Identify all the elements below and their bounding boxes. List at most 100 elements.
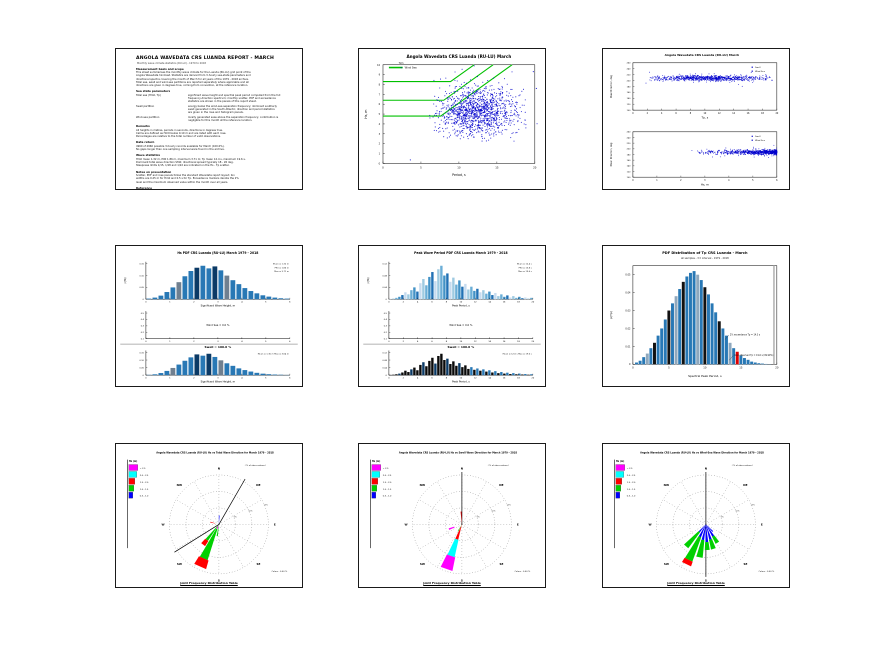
scatter-point: [746, 152, 748, 154]
scatter-point: [728, 76, 730, 78]
scatter-point: [475, 128, 477, 130]
x-axis-label: Significant Wave Height, m: [201, 379, 236, 383]
histogram-bar: [497, 296, 500, 300]
scatter-point: [739, 151, 741, 153]
scatter-point: [483, 137, 486, 139]
scatter-point: [733, 149, 735, 151]
scatter-point: [454, 92, 456, 94]
scatter-point: [508, 122, 510, 124]
scatter-point: [504, 117, 506, 119]
x-tick-label: 3: [217, 341, 219, 343]
scatter-point: [478, 127, 480, 129]
scatter-point: [765, 149, 767, 151]
scatter-point: [485, 104, 487, 106]
panel-total-wave-rose[interactable]: Angola Wavedata CRS Luanda (RU-LU) Hs vs…: [115, 443, 303, 588]
scatter-point: [458, 106, 461, 108]
scatter-point: [771, 151, 773, 153]
scatter-point: [705, 152, 707, 154]
panel-direction-strips[interactable]: Angola Wavedata CRS Luanda (RU-LU) March…: [602, 48, 790, 190]
scatter-point: [490, 121, 492, 123]
scatter-point: [505, 115, 508, 118]
scatter-point: [742, 149, 744, 151]
chart-title: Hs PDF CRS Luanda (RU-LU) March 1979 - 2…: [177, 251, 258, 255]
histogram-bar: [428, 276, 431, 300]
scatter-point: [477, 116, 479, 118]
panel-tp-pdf[interactable]: Peak Wave Period PDF CRS Luanda March 19…: [358, 245, 546, 387]
scatter-point: [482, 119, 484, 121]
scatter-point: [482, 137, 484, 140]
scatter-point: [492, 122, 494, 124]
ring-percent-label: 10%: [248, 511, 252, 513]
scatter-point: [762, 154, 764, 156]
scatter-point: [714, 77, 716, 79]
scatter-point: [479, 112, 481, 114]
scatter-point: [733, 152, 735, 153]
scatter-point: [485, 115, 487, 117]
scatter-point: [477, 100, 480, 102]
y-tick-label: 0.05: [140, 367, 145, 369]
scatter-point: [721, 151, 723, 153]
panel-hs-tp-scatter[interactable]: Angola Wavedata CRS Luanda (RU-LU) March…: [358, 48, 546, 190]
scatter-point: [505, 117, 507, 120]
scatter-point: [736, 152, 738, 153]
scatter-point: [439, 100, 441, 102]
scatter-point: [752, 78, 754, 80]
scatter-point: [492, 97, 494, 100]
y-tick-label: 0.1: [384, 338, 388, 340]
scatter-point: [434, 122, 436, 124]
report-line: directions are given in degrees true, co…: [136, 84, 249, 88]
legend-swatch: [371, 492, 376, 499]
compass-label: W: [404, 522, 407, 526]
scatter-point: [469, 101, 471, 103]
scatter-point: [713, 73, 715, 75]
scatter-point: [737, 152, 739, 153]
rose-spoke: [705, 481, 731, 525]
scatter-point: [444, 95, 446, 97]
scatter-point: [486, 130, 489, 132]
report-section-heading: Notes on presentation: [136, 169, 172, 174]
scatter-point: [495, 100, 497, 102]
scatter-point: [502, 92, 504, 94]
scatter-point: [747, 78, 749, 79]
histogram-bar: [401, 295, 404, 300]
scatter-point: [484, 107, 486, 109]
histogram-bar: [685, 276, 689, 365]
x-tick-label: 0: [145, 378, 147, 380]
histogram-bar: [649, 348, 653, 365]
scatter-point: [687, 78, 689, 80]
scatter-point: [693, 78, 694, 80]
y-tick-label: 4: [379, 123, 381, 126]
hs-tp-scatter-svg: Angola Wavedata CRS Luanda (RU-LU) March…: [364, 54, 538, 177]
histogram-bar: [455, 365, 458, 376]
legend-entry: 0.5 - 1.0: [140, 496, 149, 498]
scatter-point: [456, 135, 459, 137]
chart-title: Peak Wave Period PDF CRS Luanda March 19…: [414, 251, 507, 255]
scatter-point: [759, 77, 760, 79]
scatter-point: [771, 79, 773, 81]
panel-swell-rose[interactable]: Angola Wavedata CRS Luanda (RU-LU) Hs vs…: [358, 443, 546, 588]
scatter-point: [475, 91, 477, 93]
y-tick-label: 0.03: [625, 309, 631, 312]
panel-hs-pdf[interactable]: Hs PDF CRS Luanda (RU-LU) March 1979 - 2…: [115, 245, 303, 387]
chart-title: Angola Wavedata CRS Luanda (RU-LU) March: [406, 54, 511, 59]
panel-report[interactable]: ANGOLA WAVEDATA CRS LUANDA REPORT - MARC…: [115, 48, 303, 190]
scatter-point: [483, 114, 485, 116]
scatter-point: [763, 149, 765, 151]
scatter-point: [448, 132, 450, 134]
scatter-point: [710, 152, 712, 154]
panel-tp-distribution[interactable]: PDF Distribution of Tp CRS Luanda - Marc…: [602, 245, 790, 387]
scatter-point: [514, 105, 516, 107]
scatter-point: [454, 128, 456, 130]
scatter-point: [655, 76, 656, 78]
scatter-point: [465, 108, 467, 110]
report-pair: Swell partition energy below the wind-sea…: [136, 105, 292, 115]
x-tick-label: 3: [217, 378, 219, 380]
x-tick-label: 10: [460, 341, 463, 343]
scatter-point: [525, 127, 527, 129]
scatter-point: [707, 77, 709, 79]
scatter-point: [477, 85, 479, 87]
scatter-point: [485, 140, 487, 142]
scatter-point: [467, 91, 469, 93]
panel-windsea-rose[interactable]: Angola Wavedata CRS Luanda (RU-LU) Hs vs…: [602, 443, 790, 588]
compass-label: NE: [499, 483, 503, 487]
